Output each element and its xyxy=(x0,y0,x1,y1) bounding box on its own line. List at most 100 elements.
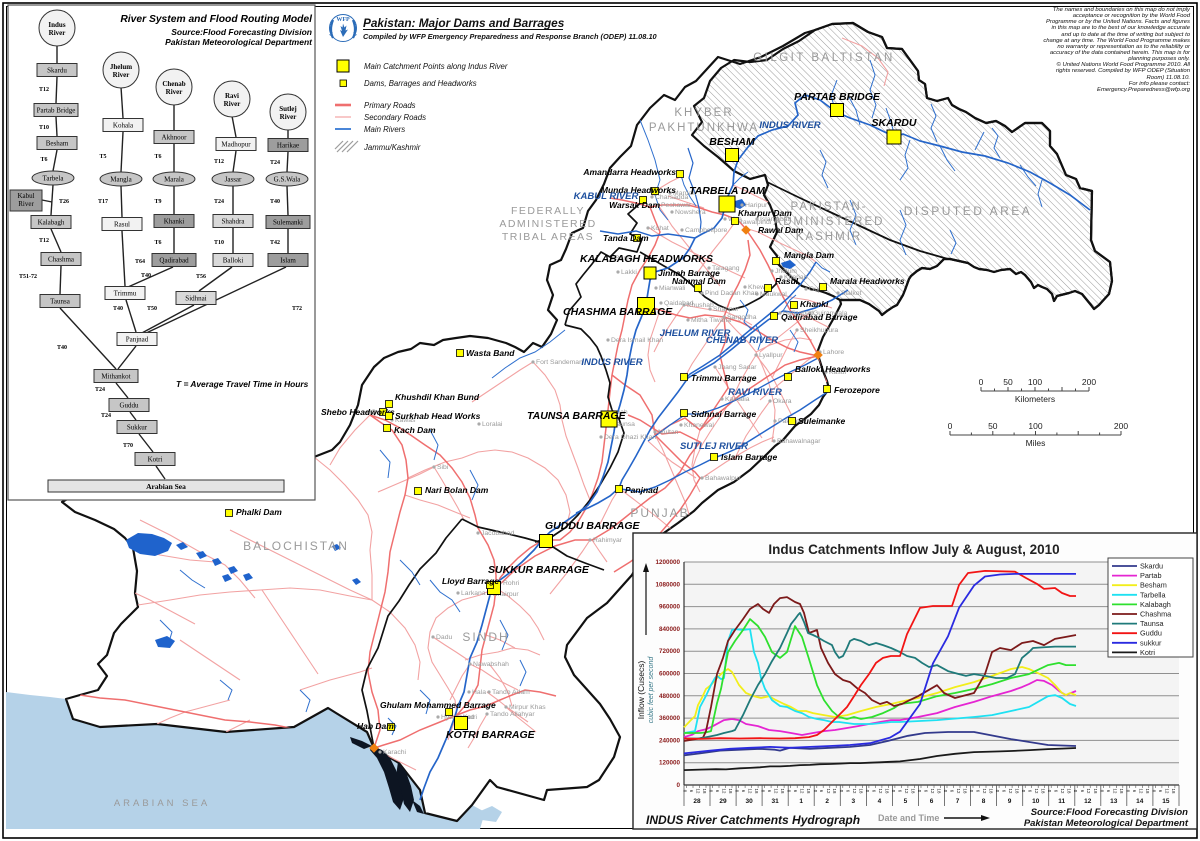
svg-text:Kotri: Kotri xyxy=(1140,648,1155,657)
svg-text:T24: T24 xyxy=(101,413,111,419)
svg-text:Sulemanki: Sulemanki xyxy=(273,219,303,227)
svg-text:Indus Catchments Inflow July &: Indus Catchments Inflow July & August, 2… xyxy=(768,542,1059,557)
svg-text:Karachi: Karachi xyxy=(383,749,407,756)
svg-text:0: 0 xyxy=(787,790,792,793)
svg-text:SUKKUR BARRAGE: SUKKUR BARRAGE xyxy=(488,564,590,576)
svg-text:18: 18 xyxy=(1067,789,1072,794)
svg-text:Campbellpore: Campbellpore xyxy=(685,227,728,234)
svg-text:T12: T12 xyxy=(214,159,224,165)
svg-text:12: 12 xyxy=(1084,798,1092,805)
svg-text:12: 12 xyxy=(904,789,909,794)
svg-text:BESHAM: BESHAM xyxy=(709,136,755,148)
svg-text:Haripur: Haripur xyxy=(745,202,768,209)
svg-text:Wasta Band: Wasta Band xyxy=(466,348,515,358)
svg-text:Jhelum: Jhelum xyxy=(110,63,132,71)
svg-text:0: 0 xyxy=(979,377,984,387)
svg-text:Marala Headworks: Marala Headworks xyxy=(830,276,905,286)
svg-text:Taunsa: Taunsa xyxy=(50,298,71,306)
svg-text:2: 2 xyxy=(825,798,829,805)
svg-text:Mardan: Mardan xyxy=(673,190,696,197)
svg-text:100: 100 xyxy=(1028,421,1042,431)
svg-text:6: 6 xyxy=(1158,790,1163,793)
svg-text:Main Rivers: Main Rivers xyxy=(364,125,405,134)
svg-text:0: 0 xyxy=(891,790,896,793)
svg-text:6: 6 xyxy=(793,790,798,793)
svg-text:12: 12 xyxy=(1164,789,1169,794)
svg-text:Tanda Dam: Tanda Dam xyxy=(603,233,649,243)
svg-text:Ghulam Mohammed Barrage: Ghulam Mohammed Barrage xyxy=(380,700,496,710)
svg-text:Amandarra Headworks: Amandarra Headworks xyxy=(582,167,676,177)
svg-text:18: 18 xyxy=(806,789,811,794)
svg-text:Islam Barrage: Islam Barrage xyxy=(721,452,777,462)
svg-text:Peshawar: Peshawar xyxy=(661,202,692,209)
svg-text:G.S.Wala: G.S.Wala xyxy=(274,176,302,184)
svg-text:7: 7 xyxy=(956,798,960,805)
svg-text:RAVI RIVER: RAVI RIVER xyxy=(728,387,782,398)
svg-text:200: 200 xyxy=(1114,421,1128,431)
svg-text:ADMINISTERED: ADMINISTERED xyxy=(499,218,596,230)
svg-text:120000: 120000 xyxy=(659,760,681,767)
svg-text:Dadu: Dadu xyxy=(436,634,452,641)
svg-text:18: 18 xyxy=(728,789,733,794)
svg-text:KOTRI BARRAGE: KOTRI BARRAGE xyxy=(446,729,536,741)
svg-text:18: 18 xyxy=(989,789,994,794)
svg-text:Source:Flood Forecasting Divis: Source:Flood Forecasting Division xyxy=(1031,807,1188,818)
svg-text:6: 6 xyxy=(845,790,850,793)
svg-text:6: 6 xyxy=(930,798,934,805)
svg-text:Lloyd Barrage: Lloyd Barrage xyxy=(442,576,499,586)
svg-text:Tarbela: Tarbela xyxy=(43,175,65,183)
svg-text:Trimmu Barrage: Trimmu Barrage xyxy=(691,373,757,383)
svg-text:Suleimanke: Suleimanke xyxy=(798,416,846,426)
svg-text:9: 9 xyxy=(1008,798,1012,805)
svg-text:18: 18 xyxy=(937,789,942,794)
svg-text:0: 0 xyxy=(1151,790,1156,793)
svg-text:T5: T5 xyxy=(99,154,106,160)
svg-text:29: 29 xyxy=(719,798,727,805)
svg-text:sukkur: sukkur xyxy=(1140,638,1162,647)
svg-text:PUNJAB: PUNJAB xyxy=(630,506,689,520)
svg-text:Tando Allahyar: Tando Allahyar xyxy=(490,711,535,718)
svg-text:Pakistan Meteorological Depart: Pakistan Meteorological Department xyxy=(165,37,313,47)
svg-text:Khanewal: Khanewal xyxy=(684,422,714,429)
svg-text:360000: 360000 xyxy=(659,715,681,722)
svg-text:6: 6 xyxy=(1028,790,1033,793)
svg-text:Panjnad: Panjnad xyxy=(126,336,149,344)
svg-text:6: 6 xyxy=(819,790,824,793)
svg-text:Rahimyar: Rahimyar xyxy=(593,537,623,544)
svg-text:Bahawalnagar: Bahawalnagar xyxy=(777,438,821,445)
svg-text:Leiah: Leiah xyxy=(611,409,628,416)
svg-text:T70: T70 xyxy=(123,443,133,449)
svg-text:0: 0 xyxy=(1099,790,1104,793)
svg-text:ARABIAN SEA: ARABIAN SEA xyxy=(114,798,210,809)
svg-text:Kalabagh: Kalabagh xyxy=(38,219,65,227)
svg-text:Date and Time: Date and Time xyxy=(878,813,939,823)
svg-text:Kabul: Kabul xyxy=(17,192,34,200)
svg-text:Miles: Miles xyxy=(1026,438,1046,448)
svg-text:Balloki Headworks: Balloki Headworks xyxy=(795,364,871,374)
svg-text:River: River xyxy=(280,113,297,121)
svg-text:Jhang Sadar: Jhang Sadar xyxy=(718,364,757,371)
svg-text:8: 8 xyxy=(982,798,986,805)
svg-text:Warsak Dam: Warsak Dam xyxy=(609,200,660,210)
svg-text:6: 6 xyxy=(715,790,720,793)
svg-text:SUTLEJ RIVER: SUTLEJ RIVER xyxy=(680,441,748,452)
svg-text:Partab Bridge: Partab Bridge xyxy=(37,107,76,115)
svg-text:Khushab: Khushab xyxy=(687,302,714,309)
svg-text:Jinnah Barrage: Jinnah Barrage xyxy=(658,268,720,278)
svg-text:Arabian Sea: Arabian Sea xyxy=(146,482,186,491)
svg-text:CHASHMA BARRAGE: CHASHMA BARRAGE xyxy=(563,306,673,318)
svg-text:18: 18 xyxy=(963,789,968,794)
svg-text:River: River xyxy=(49,29,66,37)
svg-text:T = Average Travel Time in Hou: T = Average Travel Time in Hours xyxy=(176,379,309,389)
svg-text:Khewra: Khewra xyxy=(748,284,771,291)
svg-text:FEDERALLY: FEDERALLY xyxy=(511,205,585,217)
svg-text:Hala: Hala xyxy=(472,689,486,696)
svg-text:Charsadda: Charsadda xyxy=(655,194,688,201)
svg-text:6: 6 xyxy=(1132,790,1137,793)
svg-text:Islamabad: Islamabad xyxy=(760,216,792,223)
svg-text:18: 18 xyxy=(884,789,889,794)
svg-text:Kharian: Kharian xyxy=(784,274,808,281)
svg-text:Sialkot: Sialkot xyxy=(841,290,862,297)
svg-text:Akhnoor: Akhnoor xyxy=(162,134,188,142)
svg-text:ADMINISTERED: ADMINISTERED xyxy=(774,216,885,228)
